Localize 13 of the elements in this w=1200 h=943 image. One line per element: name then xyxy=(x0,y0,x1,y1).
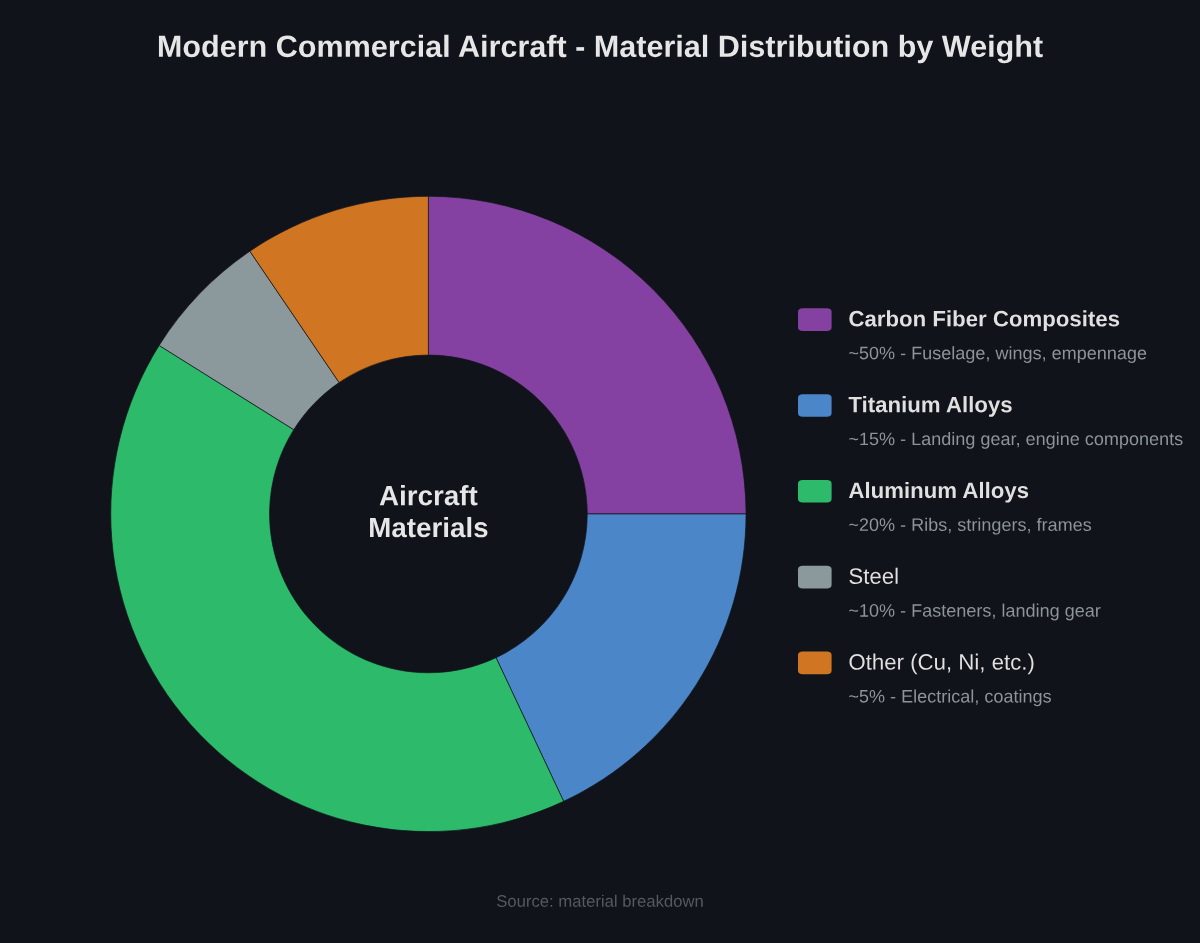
chart-title: Modern Commercial Aircraft - Material Distribution by Weight xyxy=(158,34,1043,64)
legend-label: Other (Cu, Ni, etc.) xyxy=(849,653,1034,675)
text: ~50% - Fuselage, wings, empennage xyxy=(849,346,1147,363)
legend-label: Carbon Fiber Composites xyxy=(849,310,1120,331)
legend-label: Steel xyxy=(849,567,898,585)
legend-label: Titanium Alloys xyxy=(848,396,1012,417)
legend-label: Aluminum Alloys xyxy=(848,481,1029,503)
text: ~20% - Ribs, stringers, frames xyxy=(849,517,1092,535)
text: ~15% - Landing gear, engine components xyxy=(849,431,1183,449)
text: ~5% - Electrical, coatings xyxy=(849,689,1051,707)
text: ~10% - Fasteners, landing gear xyxy=(849,603,1101,621)
text: Aircraft Materials xyxy=(370,485,488,538)
source-note: Source: material breakdown xyxy=(497,894,703,907)
